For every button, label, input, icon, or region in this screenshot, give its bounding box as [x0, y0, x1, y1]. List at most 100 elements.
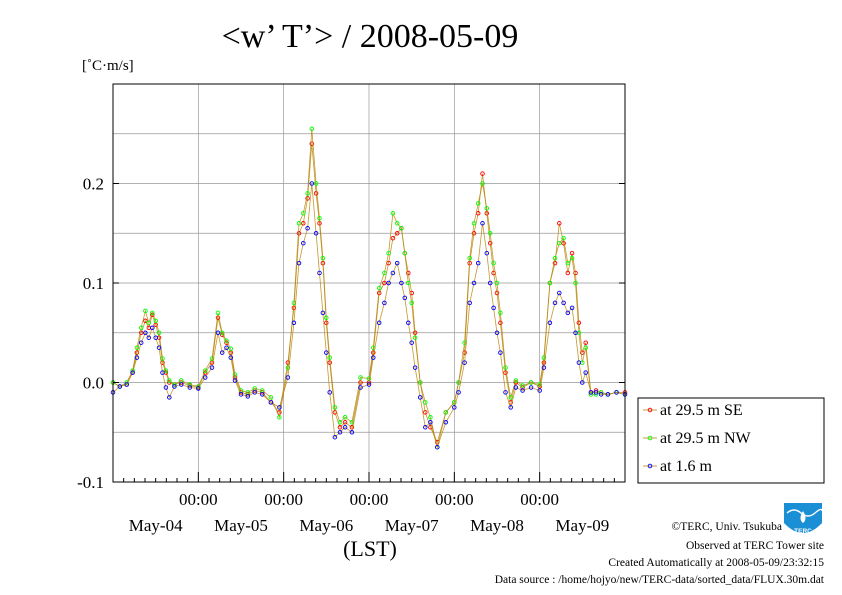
data-point: [327, 355, 332, 360]
data-point: [153, 335, 158, 340]
data-point: [179, 382, 184, 387]
data-point: [320, 310, 326, 316]
data-point: [138, 325, 144, 331]
x-tick-date-label: May-09: [555, 516, 609, 535]
data-point: [484, 250, 490, 256]
data-point: [232, 372, 238, 377]
data-point: [513, 378, 519, 383]
data-point: [498, 350, 503, 355]
y-axis-unit: [˚C·m/s]: [82, 58, 134, 74]
data-point: [163, 368, 169, 373]
data-point: [394, 231, 400, 236]
data-point: [423, 400, 428, 405]
data-point: [209, 365, 215, 370]
data-point: [228, 346, 234, 351]
axis-labels: -0.1 0.0 0.1 0.2 00:00 00:00 00:00 00:00 00:00 Ma…: [77, 175, 609, 536]
data-point: [552, 255, 558, 261]
x-tick-date-label: May-04: [129, 516, 183, 535]
x-tick-date-label: May-06: [299, 516, 353, 535]
data-point: [146, 335, 152, 340]
data-point: [406, 320, 411, 326]
data-point: [487, 280, 493, 286]
data-point: [228, 355, 234, 360]
data-point: [187, 385, 193, 390]
data-point: [260, 392, 265, 397]
data-point: [143, 330, 148, 336]
data-point: [277, 405, 282, 410]
data-point: [583, 370, 588, 375]
data-point: [238, 392, 244, 397]
y-tick-label: -0.1: [77, 473, 104, 492]
data-point: [394, 260, 400, 266]
data-point: [309, 141, 315, 146]
data-point: [547, 280, 553, 286]
data-point: [285, 365, 291, 370]
data-point: [561, 300, 566, 306]
data-point: [480, 171, 485, 176]
data-point: [163, 385, 169, 390]
data-point: [150, 310, 155, 316]
data-point: [215, 310, 221, 316]
chart-title: <w’ T’> / 2008-05-09: [222, 18, 519, 55]
data-point: [614, 390, 619, 395]
data-point: [291, 320, 297, 326]
data-point: [580, 350, 585, 355]
data-point: [402, 250, 408, 256]
data-point: [301, 221, 306, 226]
legend-marker: [647, 407, 653, 413]
data-point: [327, 390, 332, 395]
data-point: [491, 260, 496, 266]
data-point: [605, 392, 611, 397]
data-point: [528, 385, 534, 390]
data-point: [569, 250, 575, 256]
data-point: [471, 221, 477, 226]
x-tick-time-label: 00:00: [350, 490, 389, 509]
legend-label: at 1.6 m: [660, 458, 713, 475]
data-point: [224, 345, 229, 350]
data-point: [349, 430, 355, 435]
data-point: [513, 385, 519, 390]
data-point: [428, 420, 433, 425]
data-point: [484, 206, 490, 211]
x-tick-time-label: 00:00: [520, 490, 559, 509]
data-point: [412, 365, 418, 370]
data-point: [224, 338, 229, 343]
data-point: [324, 315, 329, 321]
data-point: [215, 330, 221, 336]
data-point: [196, 386, 201, 391]
data-point: [467, 255, 472, 261]
data-point: [452, 405, 457, 410]
data-point: [583, 345, 588, 350]
data-point: [317, 270, 322, 276]
data-point: [537, 388, 542, 393]
axis-ticks: [113, 183, 625, 483]
data-point: [508, 405, 513, 410]
data-point: [402, 295, 408, 301]
legend-label: at 29.5 m NW: [660, 430, 752, 447]
data-point: [342, 420, 348, 425]
copyright-text: ©TERC, Univ. Tsukuba: [672, 521, 782, 533]
data-point: [494, 290, 500, 296]
data-point: [475, 260, 481, 266]
data-point: [547, 320, 553, 326]
data-point: [156, 330, 162, 336]
data-point: [412, 335, 418, 340]
data-point: [588, 390, 594, 395]
data-point: [313, 231, 319, 236]
data-point: [134, 345, 140, 350]
data-point: [342, 425, 348, 430]
data-point: [487, 231, 493, 236]
data-point: [296, 221, 302, 226]
data-point: [423, 410, 428, 415]
x-tick-time-label: 00:00: [179, 490, 218, 509]
data-point: [305, 226, 310, 231]
data-point: [541, 355, 547, 360]
legend-marker: [647, 463, 653, 469]
data-point: [569, 255, 575, 261]
data-point: [366, 376, 372, 381]
data-point: [219, 350, 225, 355]
data-point: [124, 382, 129, 387]
data-point: [172, 384, 177, 389]
data-point: [320, 255, 326, 261]
